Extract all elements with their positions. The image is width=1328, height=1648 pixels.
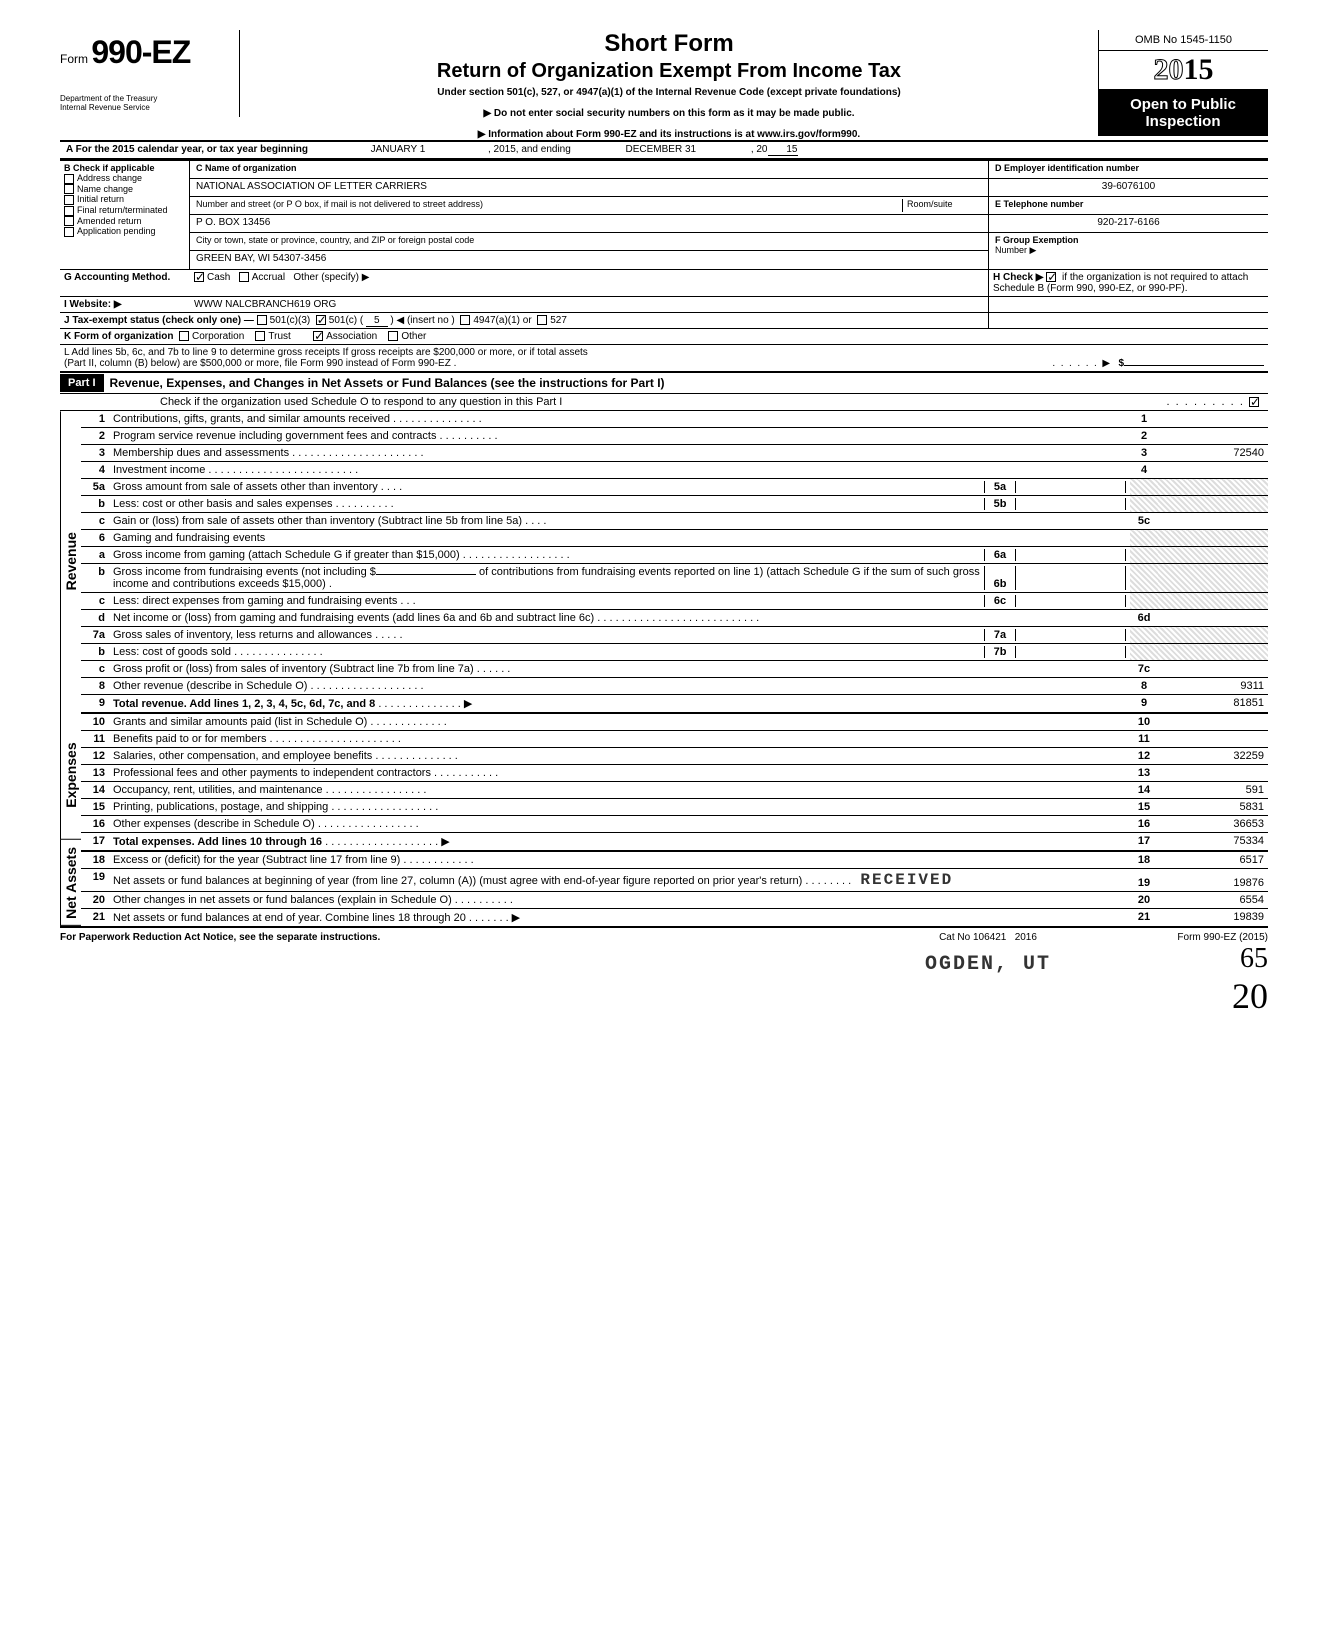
period-year: 15 — [768, 144, 798, 156]
handwritten-65: 65 — [1088, 943, 1268, 975]
entity-info-grid: B Check if applicable Address change Nam… — [60, 159, 1268, 269]
form-header: Form 990-EZ Department of the Treasury I… — [60, 30, 1268, 140]
part-1-check-line: Check if the organization used Schedule … — [60, 393, 1268, 410]
addr-label: Number and street (or P O box, if mail i… — [196, 199, 902, 212]
line-16-amount: 36653 — [1158, 816, 1268, 833]
line-19-amount: 19876 — [1158, 869, 1268, 892]
box-c-label: C Name of organization — [196, 163, 297, 173]
cb-initial-return[interactable] — [64, 195, 74, 205]
ogden-stamp: OGDEN, UT — [888, 953, 1088, 976]
box-e-label: E Telephone number — [995, 199, 1083, 209]
line-a: A For the 2015 calendar year, or tax yea… — [60, 140, 1268, 159]
line-12-amount: 32259 — [1158, 748, 1268, 765]
form-prefix: Form — [60, 52, 88, 66]
box-b: B Check if applicable Address change Nam… — [60, 161, 190, 269]
part-1-body: Revenue Expenses Net Assets 1Contributio… — [60, 410, 1268, 926]
expenses-label: Expenses — [60, 712, 81, 840]
cb-pending[interactable] — [64, 227, 74, 237]
room-label: Room/suite — [902, 199, 982, 212]
box-c: C Name of organization NATIONAL ASSOCIAT… — [190, 161, 988, 269]
lines-table: 1Contributions, gifts, grants, and simil… — [81, 411, 1268, 926]
cb-final-return[interactable] — [64, 206, 74, 216]
row-i: I Website: ▶ WWW NALCBRANCH619 ORG — [60, 296, 1268, 312]
line-a-mid: , 2015, and ending — [488, 144, 571, 156]
line-20-amount: 6554 — [1158, 892, 1268, 909]
form-version: Form 990-EZ (2015) — [1177, 932, 1268, 943]
period-end: DECEMBER 31 — [571, 144, 751, 156]
cb-527[interactable] — [537, 315, 547, 325]
subtitle: Under section 501(c), 527, or 4947(a)(1)… — [250, 87, 1088, 98]
row-i-label: I Website: ▶ — [60, 297, 190, 312]
cb-4947[interactable] — [460, 315, 470, 325]
line-18-amount: 6517 — [1158, 851, 1268, 869]
cat-number: Cat No 106421 — [939, 932, 1006, 943]
box-b-label: B Check if applicable — [64, 163, 185, 173]
ssn-warning: ▶ Do not enter social security numbers o… — [250, 108, 1088, 119]
short-form-title: Short Form — [250, 30, 1088, 58]
cb-corp[interactable] — [179, 331, 189, 341]
row-g: G Accounting Method. Cash Accrual Other … — [60, 269, 1268, 296]
row-l: L Add lines 5b, 6c, and 7b to line 9 to … — [60, 344, 1268, 371]
cb-assoc[interactable] — [313, 331, 323, 341]
dept-irs: Internal Revenue Service — [60, 104, 231, 113]
cb-sched-b[interactable] — [1046, 272, 1056, 282]
cb-501c[interactable] — [316, 315, 326, 325]
cb-schedule-o[interactable] — [1249, 397, 1259, 407]
return-title: Return of Organization Exempt From Incom… — [250, 60, 1088, 83]
line-21-amount: 19839 — [1158, 909, 1268, 927]
row-k-label: K Form of organization — [64, 331, 173, 342]
line-a-suffix: , 20 — [751, 144, 768, 156]
row-g-label: G Accounting Method. — [60, 270, 190, 296]
cb-other-org[interactable] — [388, 331, 398, 341]
paperwork-notice: For Paperwork Reduction Act Notice, see … — [60, 932, 888, 1017]
cb-amended[interactable] — [64, 216, 74, 226]
netassets-label: Net Assets — [60, 840, 81, 926]
handwritten-20: 20 — [1088, 975, 1268, 1017]
org-name: NATIONAL ASSOCIATION OF LETTER CARRIERS — [190, 179, 988, 197]
line-9-amount: 81851 — [1158, 695, 1268, 714]
row-k: K Form of organization Corporation Trust… — [60, 328, 1268, 344]
cb-trust[interactable] — [255, 331, 265, 341]
form-footer: For Paperwork Reduction Act Notice, see … — [60, 926, 1268, 1017]
line-3-amount: 72540 — [1158, 445, 1268, 462]
row-j-label: J Tax-exempt status (check only one) — — [64, 315, 254, 326]
line-15-amount: 5831 — [1158, 799, 1268, 816]
received-stamp: RECEIVED — [860, 871, 953, 889]
line-14-amount: 591 — [1158, 782, 1268, 799]
omb-number: OMB No 1545-1150 — [1098, 30, 1268, 51]
line-8-amount: 9311 — [1158, 678, 1268, 695]
row-j: J Tax-exempt status (check only one) — 5… — [60, 312, 1268, 328]
501c-number: 5 — [366, 315, 388, 327]
cb-501c3[interactable] — [257, 315, 267, 325]
row-h: H Check ▶ if the organization is not req… — [988, 270, 1268, 296]
info-link: ▶ Information about Form 990-EZ and its … — [250, 129, 1088, 140]
cb-address-change[interactable] — [64, 174, 74, 184]
form-id-block: Form 990-EZ Department of the Treasury I… — [60, 30, 240, 117]
part-1-title: Revenue, Expenses, and Changes in Net As… — [104, 373, 671, 393]
period-start: JANUARY 1 — [308, 144, 488, 156]
phone: 920-217-6166 — [989, 215, 1268, 233]
city-label: City or town, state or province, country… — [190, 233, 988, 251]
cb-cash[interactable] — [194, 272, 204, 282]
website: WWW NALCBRANCH619 ORG — [190, 297, 988, 312]
tax-year-box: 2015 — [1098, 51, 1268, 90]
box-de: D Employer identification number 39-6076… — [988, 161, 1268, 269]
box-d-label: D Employer identification number — [995, 163, 1139, 173]
org-city: GREEN BAY, WI 54307-3456 — [190, 251, 988, 269]
org-address: P O. BOX 13456 — [190, 215, 988, 233]
ein: 39-6076100 — [989, 179, 1268, 197]
part-1-label: Part I — [60, 374, 104, 392]
revenue-label: Revenue — [60, 411, 81, 712]
open-to-public: Open to PublicInspection — [1098, 90, 1268, 136]
form-title-block: Short Form Return of Organization Exempt… — [240, 30, 1098, 140]
line-17-amount: 75334 — [1158, 833, 1268, 852]
cb-name-change[interactable] — [64, 184, 74, 194]
box-f-label: F Group Exemption — [995, 235, 1079, 245]
part-1-header: Part I Revenue, Expenses, and Changes in… — [60, 371, 1268, 393]
cb-accrual[interactable] — [239, 272, 249, 282]
form-right-block: OMB No 1545-1150 2015 Open to PublicInsp… — [1098, 30, 1268, 136]
line-a-label: A For the 2015 calendar year, or tax yea… — [66, 144, 308, 156]
form-number: 990-EZ — [91, 34, 190, 70]
